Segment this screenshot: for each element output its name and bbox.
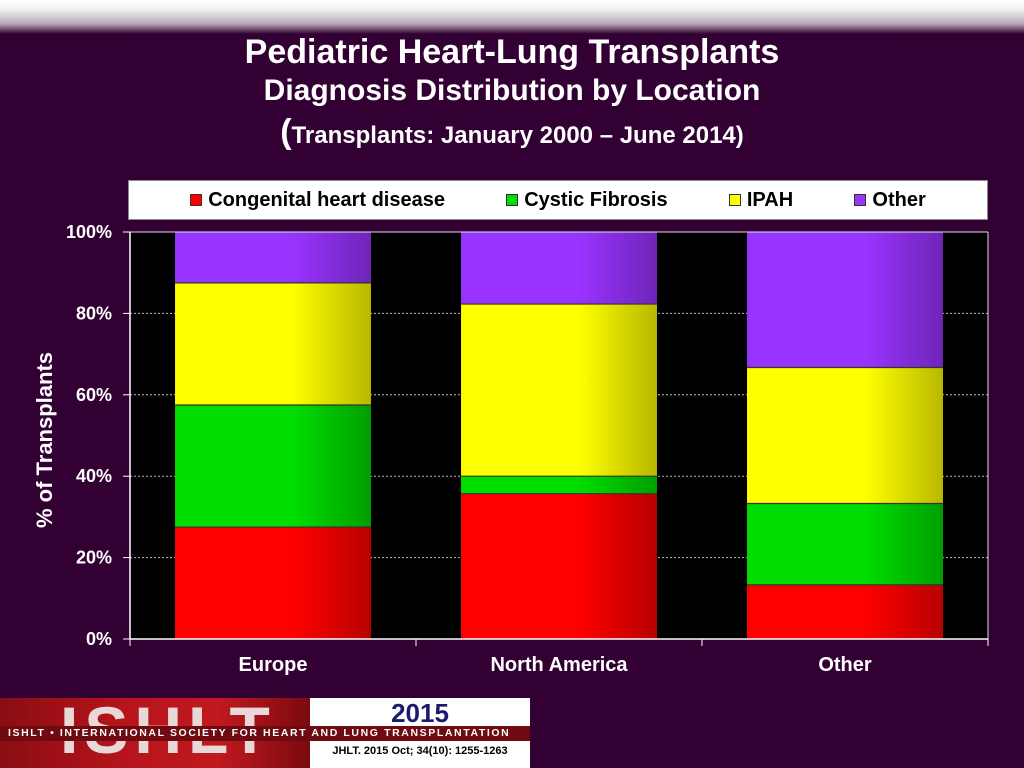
legend-label-cystic-fibrosis: Cystic Fibrosis xyxy=(524,188,668,211)
chart-date-range: (Transplants: January 2000 – June 2014) xyxy=(0,110,1024,158)
bar-segment-shade xyxy=(175,404,371,528)
legend-swatch-cystic-fibrosis xyxy=(506,194,519,206)
date-range-text: Transplants: January 2000 – June 2014) xyxy=(291,122,744,149)
journal-citation: JHLT. 2015 Oct; 34(10): 1255-1263 xyxy=(332,745,508,757)
legend-item-cystic-fibrosis: Cystic Fibrosis xyxy=(506,188,668,212)
y-tick-label: 100% xyxy=(66,222,112,242)
bar-segment-shade xyxy=(461,476,657,494)
title-block: Pediatric Heart-Lung Transplants Diagnos… xyxy=(0,32,1024,158)
legend-label-other: Other xyxy=(872,188,926,211)
ishlt-band-text: ISHLT • INTERNATIONAL SOCIETY FOR HEART … xyxy=(0,726,530,741)
stacked-bar-chart: % of Transplants 0% 20% 40% 60% 80% 100% Europ… xyxy=(32,222,989,676)
legend-item-ipah: IPAH xyxy=(728,188,794,212)
legend-label-congenital: Congenital heart disease xyxy=(208,188,445,211)
x-category-label: Europe xyxy=(239,654,308,676)
y-tick-label: 40% xyxy=(76,466,112,486)
y-axis-title: % of Transplants xyxy=(32,352,57,528)
legend-swatch-ipah xyxy=(728,194,741,206)
logo-year: 2015 xyxy=(391,698,449,728)
bar-segment-shade xyxy=(747,367,943,504)
bar-segment-shade xyxy=(461,304,657,477)
y-tick-label: 20% xyxy=(76,548,112,568)
x-category-label: North America xyxy=(490,654,628,676)
legend-swatch-congenital xyxy=(190,194,203,206)
top-gradient-bar xyxy=(0,0,1024,34)
y-tick-label: 80% xyxy=(76,303,112,323)
bar-segment-shade xyxy=(747,584,943,639)
bar-segment-shade xyxy=(175,282,371,405)
bar-segment-shade xyxy=(747,232,943,368)
y-tick-label: 60% xyxy=(76,385,112,405)
x-category-label: Other xyxy=(818,654,872,676)
legend-item-congenital: Congenital heart disease xyxy=(190,189,445,212)
bar-segment-shade xyxy=(175,232,371,283)
date-range-open-paren: ( xyxy=(280,113,292,151)
bar-segment-shade xyxy=(461,232,657,305)
y-tick-label: 0% xyxy=(86,629,112,649)
bar-segment-shade xyxy=(461,493,657,639)
legend-swatch-other xyxy=(854,194,867,206)
chart-title: Pediatric Heart-Lung Transplants xyxy=(244,33,780,71)
bar-segment-shade xyxy=(747,503,943,585)
chart-subtitle: Diagnosis Distribution by Location xyxy=(263,74,761,107)
legend-label-ipah: IPAH xyxy=(746,188,794,211)
bar-segment-shade xyxy=(175,527,371,639)
legend-item-other: Other xyxy=(854,188,926,212)
chart-legend: Congenital heart disease Cystic Fibrosis… xyxy=(128,180,988,220)
